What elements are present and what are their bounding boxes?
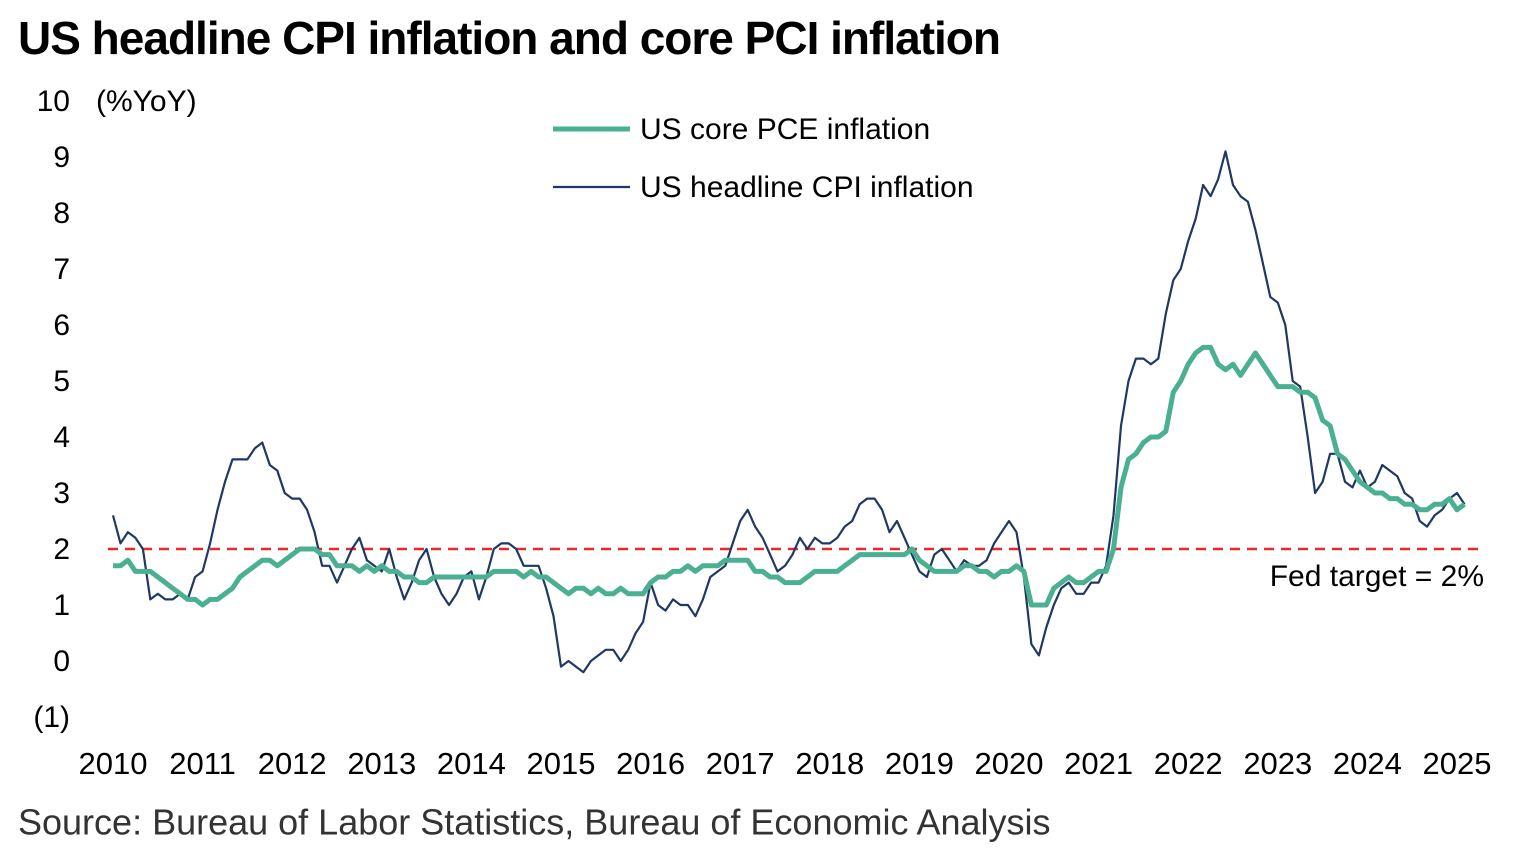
x-tick-label: 2024 <box>1333 746 1402 781</box>
y-tick-label: 1 <box>53 589 70 622</box>
x-tick-label: 2013 <box>347 746 416 781</box>
reference-label: Fed target = 2% <box>1270 560 1484 593</box>
y-tick-label: 7 <box>53 253 70 286</box>
x-tick-label: 2016 <box>616 746 685 781</box>
y-tick-label: 8 <box>53 197 70 230</box>
legend-label: US headline CPI inflation <box>640 171 974 204</box>
legend-label: US core PCE inflation <box>640 113 930 146</box>
x-tick-label: 2023 <box>1243 746 1312 781</box>
x-tick-label: 2010 <box>79 746 148 781</box>
x-tick-label: 2019 <box>885 746 954 781</box>
y-tick-label: 4 <box>53 421 70 454</box>
x-tick-label: 2014 <box>437 746 506 781</box>
y-tick-label: 6 <box>53 309 70 342</box>
x-tick-label: 2012 <box>258 746 327 781</box>
y-tick-label: 2 <box>53 533 70 566</box>
y-tick-label: 5 <box>53 365 70 398</box>
y-tick-label: 10 <box>37 85 70 118</box>
x-tick-label: 2025 <box>1423 746 1492 781</box>
x-tick-label: 2015 <box>527 746 596 781</box>
x-tick-label: 2018 <box>795 746 864 781</box>
y-unit-label: (%YoY) <box>96 85 197 118</box>
y-tick-label: 3 <box>53 477 70 510</box>
x-tick-label: 2020 <box>975 746 1044 781</box>
x-tick-label: 2017 <box>706 746 775 781</box>
series-line <box>113 344 1466 608</box>
x-tick-label: 2011 <box>169 746 236 781</box>
source-note: Source: Bureau of Labor Statistics, Bure… <box>18 802 1051 843</box>
chart-title: US headline CPI inflation and core PCI i… <box>18 12 1000 64</box>
y-tick-label: 0 <box>53 645 70 678</box>
series-line <box>111 150 1466 674</box>
x-tick-label: 2021 <box>1064 746 1133 781</box>
y-tick-label: (1) <box>33 701 70 734</box>
y-tick-label: 9 <box>53 141 70 174</box>
x-tick-label: 2022 <box>1154 746 1223 781</box>
